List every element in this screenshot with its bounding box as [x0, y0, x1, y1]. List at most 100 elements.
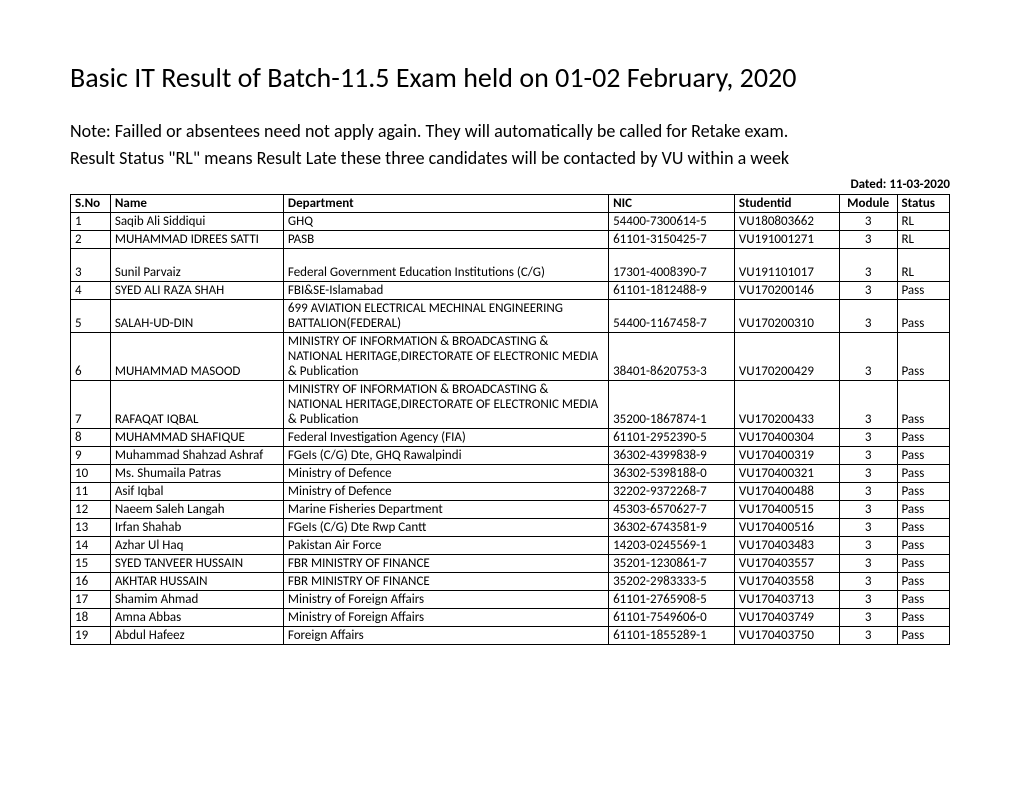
cell-sno: 15: [71, 555, 111, 573]
cell-module: 3: [839, 573, 897, 591]
cell-nic: 35201-1230861-7: [609, 555, 735, 573]
cell-studentid: VU170403558: [734, 573, 839, 591]
cell-nic: 14203-0245569-1: [609, 537, 735, 555]
cell-name: Azhar Ul Haq: [110, 537, 283, 555]
cell-name: Shamim Ahmad: [110, 591, 283, 609]
cell-module: 3: [839, 591, 897, 609]
cell-status: Pass: [897, 555, 950, 573]
table-row: 6MUHAMMAD MASOODMINISTRY OF INFORMATION …: [71, 333, 950, 381]
note-line-2: Result Status "RL" means Result Late the…: [70, 146, 950, 171]
table-row: 14Azhar Ul HaqPakistan Air Force14203-02…: [71, 537, 950, 555]
cell-department: MINISTRY OF INFORMATION & BROADCASTING &…: [283, 381, 608, 429]
cell-name: Abdul Hafeez: [110, 627, 283, 645]
table-row: 15SYED TANVEER HUSSAINFBR MINISTRY OF FI…: [71, 555, 950, 573]
cell-name: Ms. Shumaila Patras: [110, 465, 283, 483]
cell-name: MUHAMMAD IDREES SATTI: [110, 231, 283, 249]
cell-status: RL: [897, 231, 950, 249]
cell-module: 3: [839, 483, 897, 501]
cell-status: Pass: [897, 483, 950, 501]
cell-department: MINISTRY OF INFORMATION & BROADCASTING &…: [283, 333, 608, 381]
cell-status: Pass: [897, 381, 950, 429]
cell-sno: 12: [71, 501, 111, 519]
cell-sno: 4: [71, 282, 111, 300]
cell-name: Irfan Shahab: [110, 519, 283, 537]
cell-status: Pass: [897, 627, 950, 645]
cell-nic: 61101-1855289-1: [609, 627, 735, 645]
table-row: 4SYED ALI RAZA SHAHFBI&SE-Islamabad61101…: [71, 282, 950, 300]
cell-nic: 32202-9372268-7: [609, 483, 735, 501]
cell-sno: 17: [71, 591, 111, 609]
cell-studentid: VU170403483: [734, 537, 839, 555]
table-row: 17Shamim AhmadMinistry of Foreign Affair…: [71, 591, 950, 609]
table-row: 18Amna AbbasMinistry of Foreign Affairs6…: [71, 609, 950, 627]
cell-status: Pass: [897, 519, 950, 537]
table-row: 19Abdul HafeezForeign Affairs61101-18552…: [71, 627, 950, 645]
cell-sno: 5: [71, 300, 111, 333]
cell-nic: 61101-7549606-0: [609, 609, 735, 627]
cell-nic: 36302-4399838-9: [609, 447, 735, 465]
table-row: 16AKHTAR HUSSAINFBR MINISTRY OF FINANCE3…: [71, 573, 950, 591]
cell-module: 3: [839, 609, 897, 627]
cell-name: Naeem Saleh Langah: [110, 501, 283, 519]
cell-department: Foreign Affairs: [283, 627, 608, 645]
cell-status: Pass: [897, 300, 950, 333]
cell-module: 3: [839, 429, 897, 447]
cell-nic: 36302-6743581-9: [609, 519, 735, 537]
cell-sno: 16: [71, 573, 111, 591]
cell-module: 3: [839, 537, 897, 555]
col-header-sno: S.No: [71, 195, 111, 213]
cell-status: Pass: [897, 447, 950, 465]
cell-studentid: VU170403749: [734, 609, 839, 627]
cell-nic: 61101-2952390-5: [609, 429, 735, 447]
cell-nic: 61101-2765908-5: [609, 591, 735, 609]
cell-department: PASB: [283, 231, 608, 249]
cell-module: 3: [839, 447, 897, 465]
table-row: 10Ms. Shumaila PatrasMinistry of Defence…: [71, 465, 950, 483]
cell-status: Pass: [897, 282, 950, 300]
cell-status: Pass: [897, 537, 950, 555]
cell-status: Pass: [897, 501, 950, 519]
cell-module: 3: [839, 555, 897, 573]
cell-sno: 18: [71, 609, 111, 627]
cell-status: Pass: [897, 573, 950, 591]
cell-studentid: VU180803662: [734, 213, 839, 231]
col-header-nic: NIC: [609, 195, 735, 213]
cell-name: MUHAMMAD SHAFIQUE: [110, 429, 283, 447]
table-row: 7RAFAQAT IQBALMINISTRY OF INFORMATION & …: [71, 381, 950, 429]
cell-studentid: VU170200433: [734, 381, 839, 429]
cell-name: SYED ALI RAZA SHAH: [110, 282, 283, 300]
cell-studentid: VU170200429: [734, 333, 839, 381]
cell-studentid: VU170200310: [734, 300, 839, 333]
cell-status: Pass: [897, 429, 950, 447]
dated-label: Dated: 11-03-2020: [70, 177, 950, 192]
cell-studentid: VU170400321: [734, 465, 839, 483]
table-row: 1Saqib Ali SiddiquiGHQ54400-7300614-5VU1…: [71, 213, 950, 231]
table-header-row: S.No Name Department NIC Studentid Modul…: [71, 195, 950, 213]
page-title: Basic IT Result of Batch-11.5 Exam held …: [70, 60, 950, 95]
cell-status: RL: [897, 213, 950, 231]
cell-studentid: VU170403557: [734, 555, 839, 573]
cell-sno: 3: [71, 249, 111, 282]
cell-department: Ministry of Foreign Affairs: [283, 609, 608, 627]
cell-nic: 54400-7300614-5: [609, 213, 735, 231]
table-row: 3Sunil ParvaizFederal Government Educati…: [71, 249, 950, 282]
cell-department: Ministry of Defence: [283, 483, 608, 501]
cell-nic: 61101-3150425-7: [609, 231, 735, 249]
cell-department: Marine Fisheries Department: [283, 501, 608, 519]
cell-status: Pass: [897, 609, 950, 627]
table-row: 12Naeem Saleh LangahMarine Fisheries Dep…: [71, 501, 950, 519]
cell-studentid: VU170400304: [734, 429, 839, 447]
cell-nic: 54400-1167458-7: [609, 300, 735, 333]
cell-sno: 8: [71, 429, 111, 447]
cell-sno: 11: [71, 483, 111, 501]
cell-studentid: VU170400516: [734, 519, 839, 537]
table-row: 11Asif IqbalMinistry of Defence32202-937…: [71, 483, 950, 501]
table-row: 8MUHAMMAD SHAFIQUEFederal Investigation …: [71, 429, 950, 447]
table-row: 2MUHAMMAD IDREES SATTIPASB61101-3150425-…: [71, 231, 950, 249]
cell-name: MUHAMMAD MASOOD: [110, 333, 283, 381]
cell-studentid: VU170200146: [734, 282, 839, 300]
table-body: 1Saqib Ali SiddiquiGHQ54400-7300614-5VU1…: [71, 213, 950, 645]
cell-sno: 1: [71, 213, 111, 231]
cell-status: RL: [897, 249, 950, 282]
cell-studentid: VU191001271: [734, 231, 839, 249]
